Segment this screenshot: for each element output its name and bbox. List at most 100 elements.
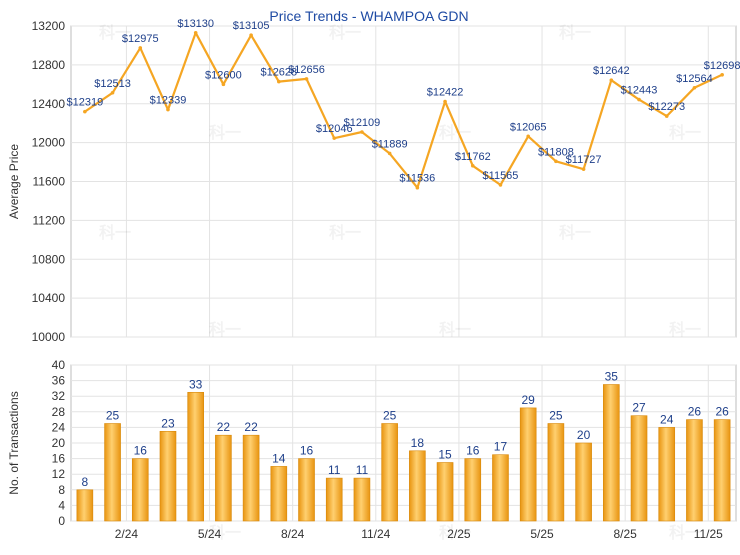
transactions-bar[interactable] xyxy=(603,384,620,522)
transactions-bar[interactable] xyxy=(575,442,592,522)
price-point[interactable] xyxy=(138,46,143,50)
price-y-axis-title: Average Price xyxy=(7,144,21,219)
watermark-text: 科一 xyxy=(439,123,471,142)
price-point[interactable] xyxy=(277,79,281,84)
watermark-text: 科一 xyxy=(559,23,591,42)
transactions-bar[interactable] xyxy=(104,423,121,522)
price-point[interactable] xyxy=(581,167,586,171)
price-data-label: $11889 xyxy=(372,138,408,150)
transactions-bar[interactable] xyxy=(464,458,482,522)
price-point[interactable] xyxy=(332,136,337,140)
price-data-label: $11762 xyxy=(455,151,491,163)
x-tick-label: 5/24 xyxy=(198,527,222,541)
bar-data-label: 18 xyxy=(411,436,425,450)
price-point[interactable] xyxy=(221,82,226,87)
transactions-y-tick-label: 12 xyxy=(52,467,66,481)
bar-data-label: 22 xyxy=(217,420,231,434)
transactions-bar[interactable] xyxy=(713,419,731,522)
bar-data-label: 26 xyxy=(715,405,729,419)
watermark-text: 科一 xyxy=(329,223,361,242)
price-point[interactable] xyxy=(498,183,503,187)
price-point[interactable] xyxy=(554,159,558,164)
bar-data-label: 14 xyxy=(272,451,286,465)
bar-data-label: 11 xyxy=(356,463,369,477)
x-tick-label: 8/24 xyxy=(281,527,305,541)
transactions-bar[interactable] xyxy=(492,454,509,522)
transactions-bar[interactable] xyxy=(630,415,648,522)
bar-data-label: 25 xyxy=(383,409,397,423)
transactions-y-tick-label: 36 xyxy=(52,374,66,388)
watermark-text: 科一 xyxy=(559,223,591,242)
transactions-bar[interactable] xyxy=(547,423,565,522)
x-tick-label: 8/25 xyxy=(613,527,637,541)
price-point[interactable] xyxy=(304,77,309,81)
price-point[interactable] xyxy=(443,99,447,104)
bar-data-label: 16 xyxy=(134,444,148,458)
transactions-bar[interactable] xyxy=(131,458,149,522)
price-point[interactable] xyxy=(720,72,724,77)
bar-data-label: 24 xyxy=(660,412,674,426)
price-point[interactable] xyxy=(387,151,392,156)
transactions-bar[interactable] xyxy=(325,477,343,522)
price-series-line xyxy=(84,31,723,189)
transactions-bar[interactable] xyxy=(242,434,260,522)
transactions-bar[interactable] xyxy=(686,419,703,522)
x-tick-label: 2/25 xyxy=(447,527,471,541)
price-point[interactable] xyxy=(110,90,115,95)
price-data-label: $12273 xyxy=(648,101,685,113)
price-data-label: $12422 xyxy=(427,87,464,99)
price-point[interactable] xyxy=(193,31,198,35)
price-point[interactable] xyxy=(360,130,364,134)
price-point[interactable] xyxy=(166,107,170,112)
price-y-tick-label: 12400 xyxy=(32,97,66,111)
price-y-tick-label: 13200 xyxy=(32,19,66,33)
price-point[interactable] xyxy=(249,33,253,38)
price-data-label: $13130 xyxy=(177,18,214,30)
price-point[interactable] xyxy=(415,185,420,190)
transactions-bar[interactable] xyxy=(76,489,94,522)
transactions-bar[interactable] xyxy=(658,427,676,522)
price-point[interactable] xyxy=(637,97,641,102)
watermark-text: 科一 xyxy=(669,123,701,142)
price-data-label: $11808 xyxy=(538,146,574,158)
price-point[interactable] xyxy=(609,78,614,83)
transactions-y-axis-title: No. of Transactions xyxy=(7,391,21,494)
transactions-bar[interactable] xyxy=(409,450,426,522)
transactions-bar[interactable] xyxy=(187,391,204,522)
price-data-label: $12975 xyxy=(122,33,159,45)
watermark-text: 科一 xyxy=(439,523,471,542)
watermark-text: 科一 xyxy=(99,223,131,242)
watermark-text: 科一 xyxy=(669,523,701,542)
transactions-y-tick-label: 40 xyxy=(52,358,66,372)
price-data-label: $13105 xyxy=(233,20,270,32)
price-point[interactable] xyxy=(526,134,530,139)
transactions-bar[interactable] xyxy=(353,477,371,522)
price-data-label: $12656 xyxy=(288,64,325,76)
bar-data-label: 33 xyxy=(189,377,203,391)
transactions-bar[interactable] xyxy=(159,430,177,522)
price-point[interactable] xyxy=(470,163,475,168)
bar-data-label: 16 xyxy=(466,444,480,458)
price-data-label: $12319 xyxy=(66,97,103,109)
price-data-label: $11536 xyxy=(399,173,435,185)
transactions-bar[interactable] xyxy=(381,423,398,522)
watermark-text: 科一 xyxy=(329,23,361,42)
bar-data-label: 25 xyxy=(106,409,120,423)
bar-data-label: 16 xyxy=(300,444,314,458)
transactions-bar[interactable] xyxy=(436,462,454,522)
transactions-bar[interactable] xyxy=(270,466,288,522)
transactions-bar[interactable] xyxy=(298,458,315,522)
price-chart: 1000010400108001120011600120001240012800… xyxy=(7,18,740,542)
transactions-y-tick-label: 28 xyxy=(52,405,66,419)
price-point[interactable] xyxy=(664,114,669,118)
transactions-y-tick-label: 8 xyxy=(58,483,65,497)
bar-data-label: 15 xyxy=(438,448,452,462)
price-point[interactable] xyxy=(83,109,87,114)
transactions-bar[interactable] xyxy=(519,407,537,522)
price-data-label: $12642 xyxy=(593,65,630,77)
transactions-bar[interactable] xyxy=(215,434,232,522)
price-point[interactable] xyxy=(692,86,697,90)
transactions-y-tick-label: 0 xyxy=(58,514,65,528)
price-chart-title: Price Trends - WHAMPOA GDN xyxy=(269,8,468,24)
